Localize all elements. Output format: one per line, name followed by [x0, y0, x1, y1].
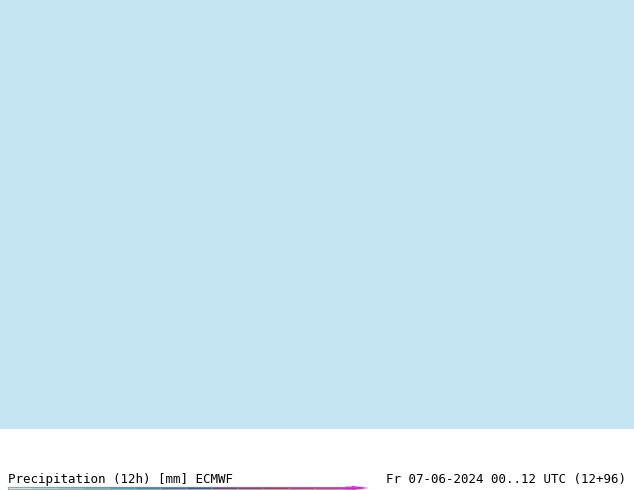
Bar: [264, 487, 289, 489]
Bar: [340, 487, 353, 489]
Bar: [289, 487, 314, 489]
Bar: [212, 487, 238, 489]
Bar: [186, 487, 212, 489]
Text: Precipitation (12h) [mm] ECMWF: Precipitation (12h) [mm] ECMWF: [8, 473, 233, 486]
Bar: [161, 487, 186, 489]
Bar: [59, 487, 84, 489]
Bar: [238, 487, 264, 489]
Bar: [84, 487, 110, 489]
Bar: [8, 487, 356, 489]
Text: Fr 07-06-2024 00..12 UTC (12+96): Fr 07-06-2024 00..12 UTC (12+96): [386, 473, 626, 486]
Bar: [136, 487, 161, 489]
Bar: [33, 487, 59, 489]
Bar: [8, 487, 33, 489]
Bar: [110, 487, 136, 489]
FancyArrow shape: [346, 486, 368, 490]
Bar: [314, 487, 340, 489]
